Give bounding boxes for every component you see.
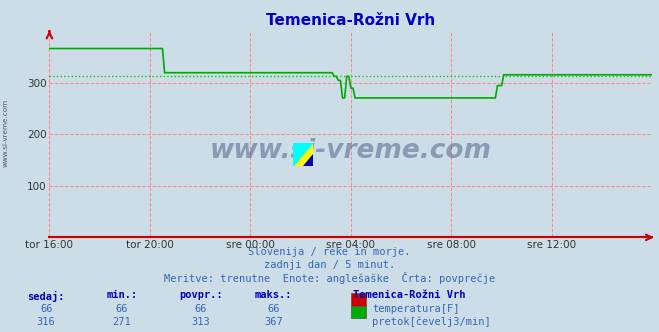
Text: 313: 313 — [192, 317, 210, 327]
Polygon shape — [303, 154, 313, 166]
Text: min.:: min.: — [106, 290, 138, 300]
Text: sedaj:: sedaj: — [28, 290, 65, 301]
Text: Meritve: trenutne  Enote: anglešaške  Črta: povprečje: Meritve: trenutne Enote: anglešaške Črta… — [164, 272, 495, 284]
Text: pretok[čevelj3/min]: pretok[čevelj3/min] — [372, 317, 491, 327]
Text: www.si-vreme.com: www.si-vreme.com — [210, 138, 492, 164]
Polygon shape — [293, 143, 313, 166]
Text: temperatura[F]: temperatura[F] — [372, 304, 460, 314]
Text: 316: 316 — [37, 317, 55, 327]
Text: 66: 66 — [268, 304, 279, 314]
Text: 66: 66 — [195, 304, 207, 314]
Text: 66: 66 — [40, 304, 52, 314]
Text: Slovenija / reke in morje.: Slovenija / reke in morje. — [248, 247, 411, 257]
Text: maks.:: maks.: — [255, 290, 292, 300]
Title: Temenica-Rožni Vrh: Temenica-Rožni Vrh — [266, 13, 436, 28]
Text: povpr.:: povpr.: — [179, 290, 223, 300]
Text: Temenica-Rožni Vrh: Temenica-Rožni Vrh — [353, 290, 465, 300]
Text: 66: 66 — [116, 304, 128, 314]
Text: 367: 367 — [264, 317, 283, 327]
Polygon shape — [293, 143, 313, 166]
Text: www.si-vreme.com: www.si-vreme.com — [2, 99, 9, 167]
Text: 271: 271 — [113, 317, 131, 327]
Text: zadnji dan / 5 minut.: zadnji dan / 5 minut. — [264, 260, 395, 270]
